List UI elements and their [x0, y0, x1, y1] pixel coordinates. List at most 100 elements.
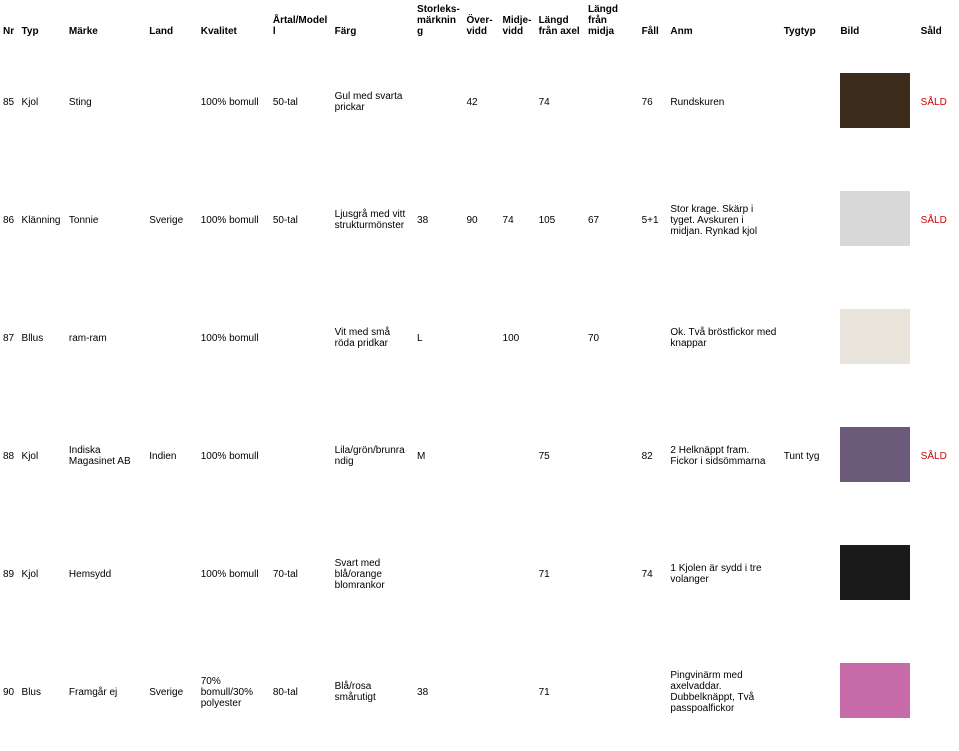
table-row: 87Bllusram-ram 100% bomull Vit med små röd… [0, 279, 959, 397]
cell-artal: 80-tal [270, 633, 332, 751]
cell-land: Sverige [146, 633, 198, 751]
cell-bild [837, 633, 917, 751]
cell-midjevidd [500, 43, 536, 161]
cell-langd-axel: 105 [536, 161, 585, 279]
cell-kvalitet: 100% bomull [198, 515, 270, 633]
cell-tygtyp [781, 279, 838, 397]
cell-anm: Stor krage. Skärp i tyget. Avskuren i mi… [667, 161, 780, 279]
cell-fall [639, 633, 668, 751]
cell-farg: Vit med små röda pridkar [332, 279, 414, 397]
cell-tygtyp [781, 515, 838, 633]
table-header-row: Nr Typ Märke Land Kvalitet Årtal/Modell … [0, 0, 959, 43]
col-anm: Anm [667, 0, 780, 43]
cell-nr: 90 [0, 633, 19, 751]
col-typ: Typ [19, 0, 66, 43]
cell-midjevidd [500, 515, 536, 633]
cell-typ: Kjol [19, 397, 66, 515]
cell-overvidd [463, 515, 499, 633]
col-overvidd: Över- vidd [463, 0, 499, 43]
cell-marke: ram-ram [66, 279, 146, 397]
cell-land [146, 515, 198, 633]
cell-langd-axel [536, 279, 585, 397]
garment-image [840, 191, 910, 246]
col-langdaxel: Längd från axel [536, 0, 585, 43]
cell-anm: 2 Helknäppt fram. Fickor i sidsömmarna [667, 397, 780, 515]
cell-bild [837, 279, 917, 397]
col-bild: Bild [837, 0, 917, 43]
cell-artal [270, 279, 332, 397]
col-farg: Färg [332, 0, 414, 43]
col-nr: Nr [0, 0, 19, 43]
cell-fall: 74 [639, 515, 668, 633]
cell-farg: Blå/rosa smårutigt [332, 633, 414, 751]
cell-farg: Lila/grön/brunra ndig [332, 397, 414, 515]
cell-storlek: L [414, 279, 463, 397]
cell-midjevidd [500, 633, 536, 751]
cell-nr: 87 [0, 279, 19, 397]
col-midjevidd: Midje- vidd [500, 0, 536, 43]
cell-sald: SÅLD [918, 161, 959, 279]
cell-langd-midja [585, 397, 639, 515]
table-row: 85KjolSting100% bomull50-talGul med svar… [0, 43, 959, 161]
cell-overvidd: 90 [463, 161, 499, 279]
cell-marke: Hemsydd [66, 515, 146, 633]
cell-tygtyp [781, 43, 838, 161]
cell-artal: 50-tal [270, 161, 332, 279]
cell-artal: 50-tal [270, 43, 332, 161]
cell-farg: Svart med blå/orange blomrankor [332, 515, 414, 633]
cell-typ: Blus [19, 633, 66, 751]
cell-langd-midja [585, 515, 639, 633]
cell-land [146, 279, 198, 397]
cell-tygtyp [781, 633, 838, 751]
cell-storlek: 38 [414, 633, 463, 751]
col-sald: Såld [918, 0, 959, 43]
cell-farg: Ljusgrå med vitt strukturmönster [332, 161, 414, 279]
cell-artal: 70-tal [270, 515, 332, 633]
col-marke: Märke [66, 0, 146, 43]
garment-table: Nr Typ Märke Land Kvalitet Årtal/Modell … [0, 0, 959, 751]
cell-kvalitet: 100% bomull [198, 161, 270, 279]
cell-tygtyp [781, 161, 838, 279]
cell-langd-midja: 67 [585, 161, 639, 279]
cell-overvidd [463, 633, 499, 751]
cell-fall [639, 279, 668, 397]
cell-midjevidd [500, 397, 536, 515]
table-row: 88KjolIndiska Magasinet ABIndien100% bom… [0, 397, 959, 515]
cell-bild [837, 515, 917, 633]
cell-typ: Bllus [19, 279, 66, 397]
cell-typ: Kjol [19, 43, 66, 161]
cell-bild [837, 397, 917, 515]
cell-fall: 76 [639, 43, 668, 161]
table-row: 90BlusFramgår ejSverige70% bomull/30% po… [0, 633, 959, 751]
table-row: 89KjolHemsydd100% bomull70-talSvart med … [0, 515, 959, 633]
cell-marke: Sting [66, 43, 146, 161]
cell-midjevidd: 74 [500, 161, 536, 279]
cell-nr: 86 [0, 161, 19, 279]
cell-artal [270, 397, 332, 515]
col-tygtyp: Tygtyp [781, 0, 838, 43]
cell-storlek [414, 43, 463, 161]
cell-langd-axel: 74 [536, 43, 585, 161]
cell-midjevidd: 100 [500, 279, 536, 397]
cell-kvalitet: 100% bomull [198, 279, 270, 397]
cell-kvalitet: 70% bomull/30% polyester [198, 633, 270, 751]
cell-land [146, 43, 198, 161]
cell-langd-axel: 75 [536, 397, 585, 515]
cell-bild [837, 161, 917, 279]
col-artal: Årtal/Modell [270, 0, 332, 43]
cell-kvalitet: 100% bomull [198, 397, 270, 515]
cell-sald [918, 279, 959, 397]
cell-langd-midja [585, 43, 639, 161]
cell-land: Indien [146, 397, 198, 515]
cell-land: Sverige [146, 161, 198, 279]
table-row: 86KlänningTonnieSverige100% bomull50-tal… [0, 161, 959, 279]
cell-nr: 89 [0, 515, 19, 633]
cell-sald: SÅLD [918, 397, 959, 515]
cell-overvidd [463, 397, 499, 515]
col-kvalitet: Kvalitet [198, 0, 270, 43]
cell-marke: Indiska Magasinet AB [66, 397, 146, 515]
col-land: Land [146, 0, 198, 43]
cell-overvidd [463, 279, 499, 397]
cell-sald: SÅLD [918, 43, 959, 161]
cell-storlek: M [414, 397, 463, 515]
